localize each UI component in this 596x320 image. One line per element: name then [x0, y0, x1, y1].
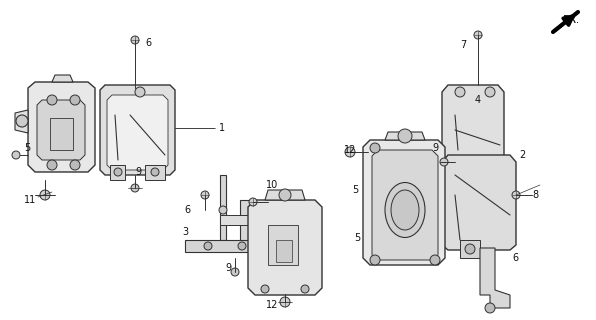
Circle shape — [114, 168, 122, 176]
Polygon shape — [248, 200, 322, 295]
Polygon shape — [363, 140, 445, 265]
Polygon shape — [442, 85, 504, 160]
Circle shape — [280, 297, 290, 307]
Circle shape — [345, 147, 355, 157]
Bar — [50, 118, 73, 150]
Circle shape — [70, 95, 80, 105]
Circle shape — [12, 151, 20, 159]
Bar — [276, 240, 292, 262]
Ellipse shape — [391, 190, 419, 230]
Circle shape — [370, 255, 380, 265]
Text: 10: 10 — [266, 180, 278, 190]
Circle shape — [485, 87, 495, 97]
Circle shape — [430, 255, 440, 265]
Polygon shape — [220, 215, 250, 225]
Text: 12: 12 — [266, 300, 278, 310]
Circle shape — [238, 242, 246, 250]
Circle shape — [135, 87, 145, 97]
Polygon shape — [372, 150, 438, 260]
Text: 3: 3 — [182, 227, 188, 237]
Polygon shape — [385, 132, 425, 140]
Text: 2: 2 — [519, 150, 525, 160]
Text: 11: 11 — [24, 195, 36, 205]
Polygon shape — [240, 200, 250, 240]
Circle shape — [398, 129, 412, 143]
Circle shape — [512, 191, 520, 199]
Circle shape — [301, 285, 309, 293]
Circle shape — [131, 36, 139, 44]
Circle shape — [474, 31, 482, 39]
Text: 5: 5 — [352, 185, 358, 195]
Circle shape — [370, 143, 380, 153]
Circle shape — [16, 115, 28, 127]
Text: 5: 5 — [354, 233, 360, 243]
Circle shape — [40, 190, 50, 200]
Circle shape — [47, 160, 57, 170]
Polygon shape — [185, 240, 255, 252]
Circle shape — [151, 168, 159, 176]
Circle shape — [47, 95, 57, 105]
Polygon shape — [100, 85, 175, 175]
Circle shape — [485, 303, 495, 313]
Circle shape — [219, 206, 227, 214]
Circle shape — [131, 184, 139, 192]
Polygon shape — [110, 165, 125, 180]
Circle shape — [279, 189, 291, 201]
Text: 6: 6 — [145, 38, 151, 48]
Polygon shape — [480, 248, 510, 308]
Polygon shape — [265, 190, 305, 200]
Polygon shape — [15, 110, 28, 133]
Polygon shape — [37, 100, 85, 160]
Circle shape — [231, 268, 239, 276]
Text: 7: 7 — [460, 40, 466, 50]
Polygon shape — [52, 75, 73, 82]
Circle shape — [201, 191, 209, 199]
Polygon shape — [460, 240, 480, 258]
Polygon shape — [442, 155, 516, 250]
Circle shape — [70, 160, 80, 170]
Text: 6: 6 — [512, 253, 518, 263]
Circle shape — [261, 285, 269, 293]
Text: 1: 1 — [219, 123, 225, 133]
Text: 6: 6 — [184, 205, 190, 215]
Bar — [268, 225, 298, 265]
Circle shape — [204, 242, 212, 250]
Polygon shape — [145, 165, 165, 180]
Text: FR.: FR. — [563, 15, 581, 25]
Polygon shape — [220, 175, 226, 240]
Circle shape — [249, 198, 257, 206]
Circle shape — [440, 158, 448, 166]
Polygon shape — [107, 95, 168, 170]
Text: 9: 9 — [135, 167, 141, 177]
Text: 12: 12 — [344, 145, 356, 155]
Circle shape — [455, 87, 465, 97]
Text: 9: 9 — [225, 263, 231, 273]
Text: 9: 9 — [432, 143, 438, 153]
Text: 4: 4 — [475, 95, 481, 105]
Polygon shape — [28, 82, 95, 172]
Circle shape — [465, 244, 475, 254]
Text: 8: 8 — [532, 190, 538, 200]
Ellipse shape — [385, 182, 425, 237]
Text: 5: 5 — [24, 143, 30, 153]
